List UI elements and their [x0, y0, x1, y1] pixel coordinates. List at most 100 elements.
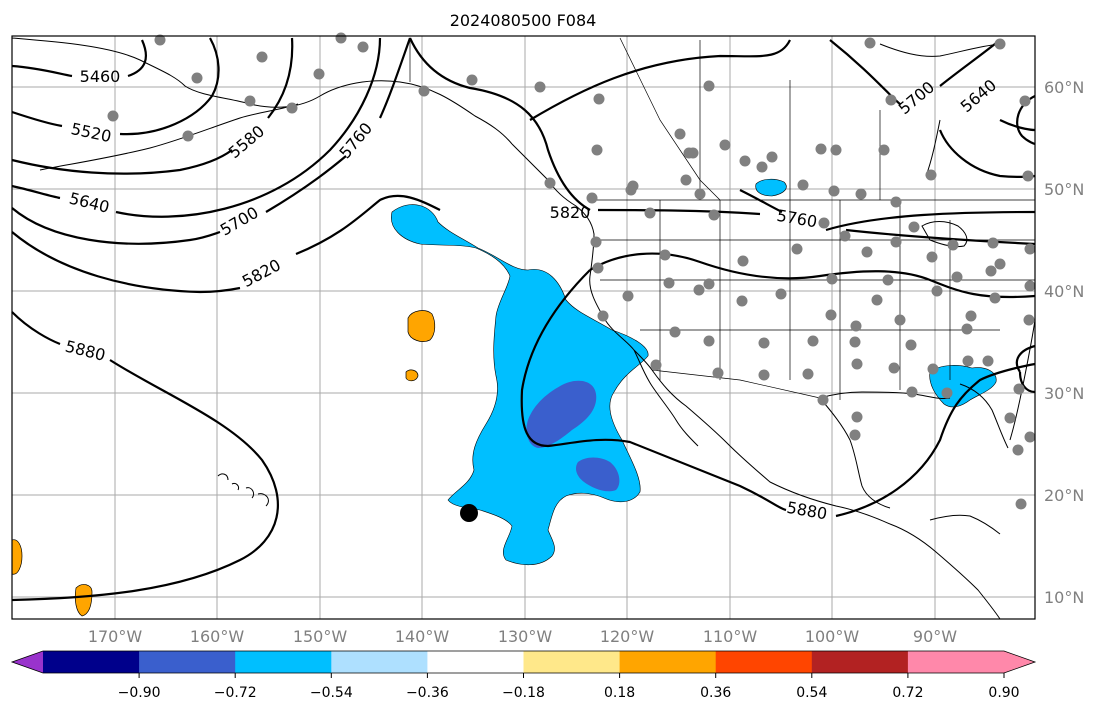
station-dot	[985, 265, 997, 277]
station-dot	[694, 188, 706, 200]
station-dot	[739, 155, 751, 167]
station-dot	[850, 320, 862, 332]
station-dot	[839, 230, 851, 242]
plume-dark-blue-1	[526, 380, 597, 448]
station-dot	[256, 51, 268, 63]
station-dot	[712, 367, 724, 379]
station-dot	[703, 278, 715, 290]
lat-label: 20°N	[1044, 486, 1084, 505]
station-dot	[534, 81, 546, 93]
colorbar-bin	[907, 651, 1005, 673]
lat-label: 40°N	[1044, 282, 1084, 301]
map-frame	[11, 35, 1036, 620]
station-dot	[1004, 412, 1016, 424]
lon-label: 120°W	[600, 627, 655, 646]
station-dot	[817, 394, 829, 406]
station-dot	[908, 221, 920, 233]
station-dot	[931, 285, 943, 297]
station-dot	[597, 310, 609, 322]
station-dot	[650, 359, 662, 371]
orange-patch-3	[74, 584, 93, 617]
station-dot	[1019, 95, 1031, 107]
station-dot	[965, 310, 977, 322]
orange-patch-4	[11, 539, 23, 575]
station-dot	[313, 68, 325, 80]
station-dot	[797, 179, 809, 191]
station-dot	[693, 284, 705, 296]
lat-label: 10°N	[1044, 588, 1084, 607]
station-dot	[906, 386, 918, 398]
station-dot	[756, 161, 768, 173]
station-dot	[758, 369, 770, 381]
station-dot	[871, 294, 883, 306]
contour-5580	[11, 37, 294, 175]
plume-dark-blue-2	[576, 457, 620, 492]
lon-label: 150°W	[293, 627, 348, 646]
station-dot	[680, 174, 692, 186]
station-dot	[191, 72, 203, 84]
lat-label: 50°N	[1044, 180, 1084, 199]
station-dot	[830, 144, 842, 156]
colorbar-tick-label: 0.90	[988, 685, 1019, 701]
station-dot	[878, 144, 890, 156]
station-dot	[622, 290, 634, 302]
longitude-labels: 170°W 160°W 150°W 140°W 130°W 120°W 110°…	[88, 627, 957, 646]
station-dot	[1012, 444, 1024, 456]
colorbar-bin	[811, 651, 909, 673]
station-dot	[815, 143, 827, 155]
colorbar-tick-label: 0.36	[700, 685, 731, 701]
colorbar-tick-label: 0.54	[796, 685, 827, 701]
station-dot	[591, 144, 603, 156]
filled-anomaly-regions	[11, 178, 997, 617]
lat-label: 60°N	[1044, 78, 1084, 97]
colorbar-tick-label: 0.72	[892, 685, 923, 701]
colorbar-tick-label: −0.36	[406, 685, 449, 701]
storm-position-marker	[460, 504, 478, 522]
station-dot	[951, 271, 963, 283]
station-dot	[791, 243, 803, 255]
lon-label: 160°W	[190, 627, 245, 646]
colorbar-bin	[331, 651, 428, 673]
contour-label: 5820	[550, 203, 591, 222]
station-dot	[644, 207, 656, 219]
canada-blue-patch	[755, 178, 787, 197]
station-dot	[888, 362, 900, 374]
lon-label: 130°W	[498, 627, 553, 646]
station-dot	[708, 209, 720, 221]
map-title: 2024080500 F084	[450, 11, 597, 30]
station-dot	[994, 38, 1006, 50]
colorbar-bin	[43, 651, 140, 673]
station-dot	[627, 180, 639, 192]
lon-label: 170°W	[88, 627, 143, 646]
station-dot	[592, 262, 604, 274]
contour-5820-east	[597, 208, 1036, 246]
station-dot	[890, 196, 902, 208]
station-dot	[927, 363, 939, 375]
station-dot	[807, 335, 819, 347]
station-dot	[818, 217, 830, 229]
station-dot	[864, 37, 876, 49]
contour-5760	[408, 37, 591, 211]
lon-label: 90°W	[913, 627, 957, 646]
contour-5760-lower	[739, 189, 1036, 232]
lon-label: 100°W	[805, 627, 860, 646]
lon-label: 110°W	[703, 627, 758, 646]
contour-5880-ridge	[520, 269, 1036, 518]
colorbar-bin	[715, 651, 813, 673]
station-dot	[590, 236, 602, 248]
station-dot	[961, 323, 973, 335]
station-dot	[1015, 498, 1027, 510]
station-dot	[851, 411, 863, 423]
station-dot	[987, 237, 999, 249]
station-dot	[418, 85, 430, 97]
station-dot	[286, 102, 298, 114]
station-dot	[905, 339, 917, 351]
station-dot	[855, 188, 867, 200]
station-markers	[107, 32, 1036, 510]
station-dot	[882, 274, 894, 286]
station-dot	[982, 355, 994, 367]
colorbar-tick-label: −0.90	[118, 685, 161, 701]
orange-patch-1	[407, 310, 436, 342]
contour-5880-west	[11, 311, 279, 602]
station-dot	[1024, 431, 1036, 443]
